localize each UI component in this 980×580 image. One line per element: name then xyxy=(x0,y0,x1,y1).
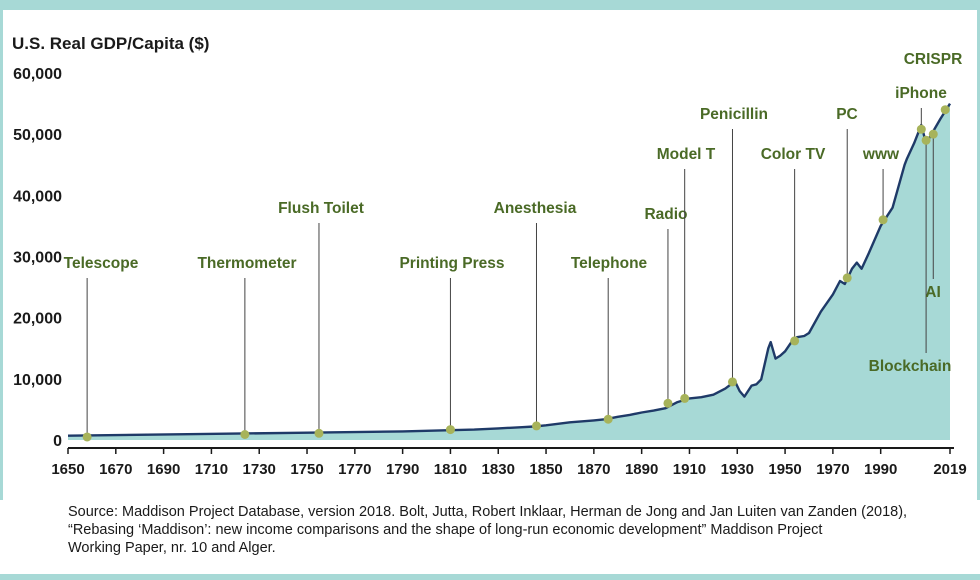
source-line-2: “Rebasing ‘Maddison’: new income compari… xyxy=(68,522,823,538)
annotation-marker xyxy=(940,105,950,115)
y-tick-label: 50,000 xyxy=(13,127,62,144)
annotation-label: Model T xyxy=(657,146,716,163)
annotation-marker xyxy=(314,428,324,438)
annotation-marker xyxy=(445,425,455,435)
annotation-label: iPhone xyxy=(895,85,947,102)
y-tick-label: 30,000 xyxy=(13,250,62,267)
source-line-3: Working Paper, nr. 10 and Alger. xyxy=(68,540,276,556)
x-tick-label: 1750 xyxy=(290,461,323,478)
annotation-marker xyxy=(663,398,673,408)
annotation-label: Printing Press xyxy=(399,255,504,272)
x-tick-label: 1910 xyxy=(673,461,706,478)
x-tick-label: 1970 xyxy=(816,461,849,478)
annotation-label: Thermometer xyxy=(197,255,296,272)
annotation-marker xyxy=(531,421,541,431)
left-decorative-rule xyxy=(0,10,3,500)
x-tick-label: 1930 xyxy=(721,461,754,478)
annotation-label: Telescope xyxy=(64,255,139,272)
annotation-marker xyxy=(842,273,852,283)
x-tick-label: 1890 xyxy=(625,461,658,478)
annotation-label: PC xyxy=(836,106,858,123)
annotation-marker xyxy=(790,336,800,346)
x-tick-label: 1830 xyxy=(482,461,515,478)
x-tick-label: 1710 xyxy=(195,461,228,478)
y-tick-label: 60,000 xyxy=(13,66,62,83)
annotation-marker xyxy=(82,432,92,442)
gdp-area xyxy=(68,103,950,440)
x-tick-label: 1990 xyxy=(864,461,897,478)
x-tick-label: 1790 xyxy=(386,461,419,478)
right-decorative-rule xyxy=(977,10,980,500)
annotation-marker xyxy=(240,429,250,439)
x-tick-label: 1730 xyxy=(243,461,276,478)
x-tick-label: 1690 xyxy=(147,461,180,478)
annotation-label: Penicillin xyxy=(700,106,768,123)
x-tick-label: 1770 xyxy=(338,461,371,478)
annotation-marker xyxy=(680,393,690,403)
y-tick-label: 20,000 xyxy=(13,311,62,328)
top-decorative-band xyxy=(0,0,980,10)
annotation-label: AI xyxy=(925,284,941,301)
annotation-marker xyxy=(921,135,931,145)
annotation-label: Blockchain xyxy=(869,358,952,375)
annotation-marker xyxy=(928,129,938,139)
x-tick-label: 1650 xyxy=(51,461,84,478)
x-tick-label: 2019 xyxy=(933,461,966,478)
annotation-label: www xyxy=(862,146,900,163)
gdp-line xyxy=(67,102,952,437)
y-tick-label: 10,000 xyxy=(13,372,62,389)
annotation-marker xyxy=(916,124,926,134)
gdp-chart: 0 10,000 20,000 30,000 40,000 50,000 60,000 165… xyxy=(13,51,967,478)
y-tick-label: 40,000 xyxy=(13,188,62,205)
x-tick-label: 1810 xyxy=(434,461,467,478)
annotation-marker xyxy=(878,215,888,225)
x-tick-label: 1950 xyxy=(768,461,801,478)
x-tick-label: 1850 xyxy=(529,461,562,478)
annotation-label: Telephone xyxy=(571,255,648,272)
source-line-1: Source: Maddison Project Database, versi… xyxy=(68,504,908,520)
y-axis-title: U.S. Real GDP/Capita ($) xyxy=(12,34,210,53)
bottom-decorative-band xyxy=(0,574,980,580)
annotation-label: Radio xyxy=(644,206,687,223)
annotation-marker xyxy=(727,377,737,387)
x-tick-label: 1870 xyxy=(577,461,610,478)
x-tick-label: 1670 xyxy=(99,461,132,478)
source-note: Source: Maddison Project Database, versi… xyxy=(68,503,948,557)
annotation-marker xyxy=(603,414,613,424)
annotation-label: Flush Toilet xyxy=(278,200,364,217)
annotation-label: CRISPR xyxy=(904,51,963,68)
y-tick-label: 0 xyxy=(53,433,62,450)
annotation-label: Anesthesia xyxy=(494,200,577,217)
annotation-label: Color TV xyxy=(761,146,826,163)
